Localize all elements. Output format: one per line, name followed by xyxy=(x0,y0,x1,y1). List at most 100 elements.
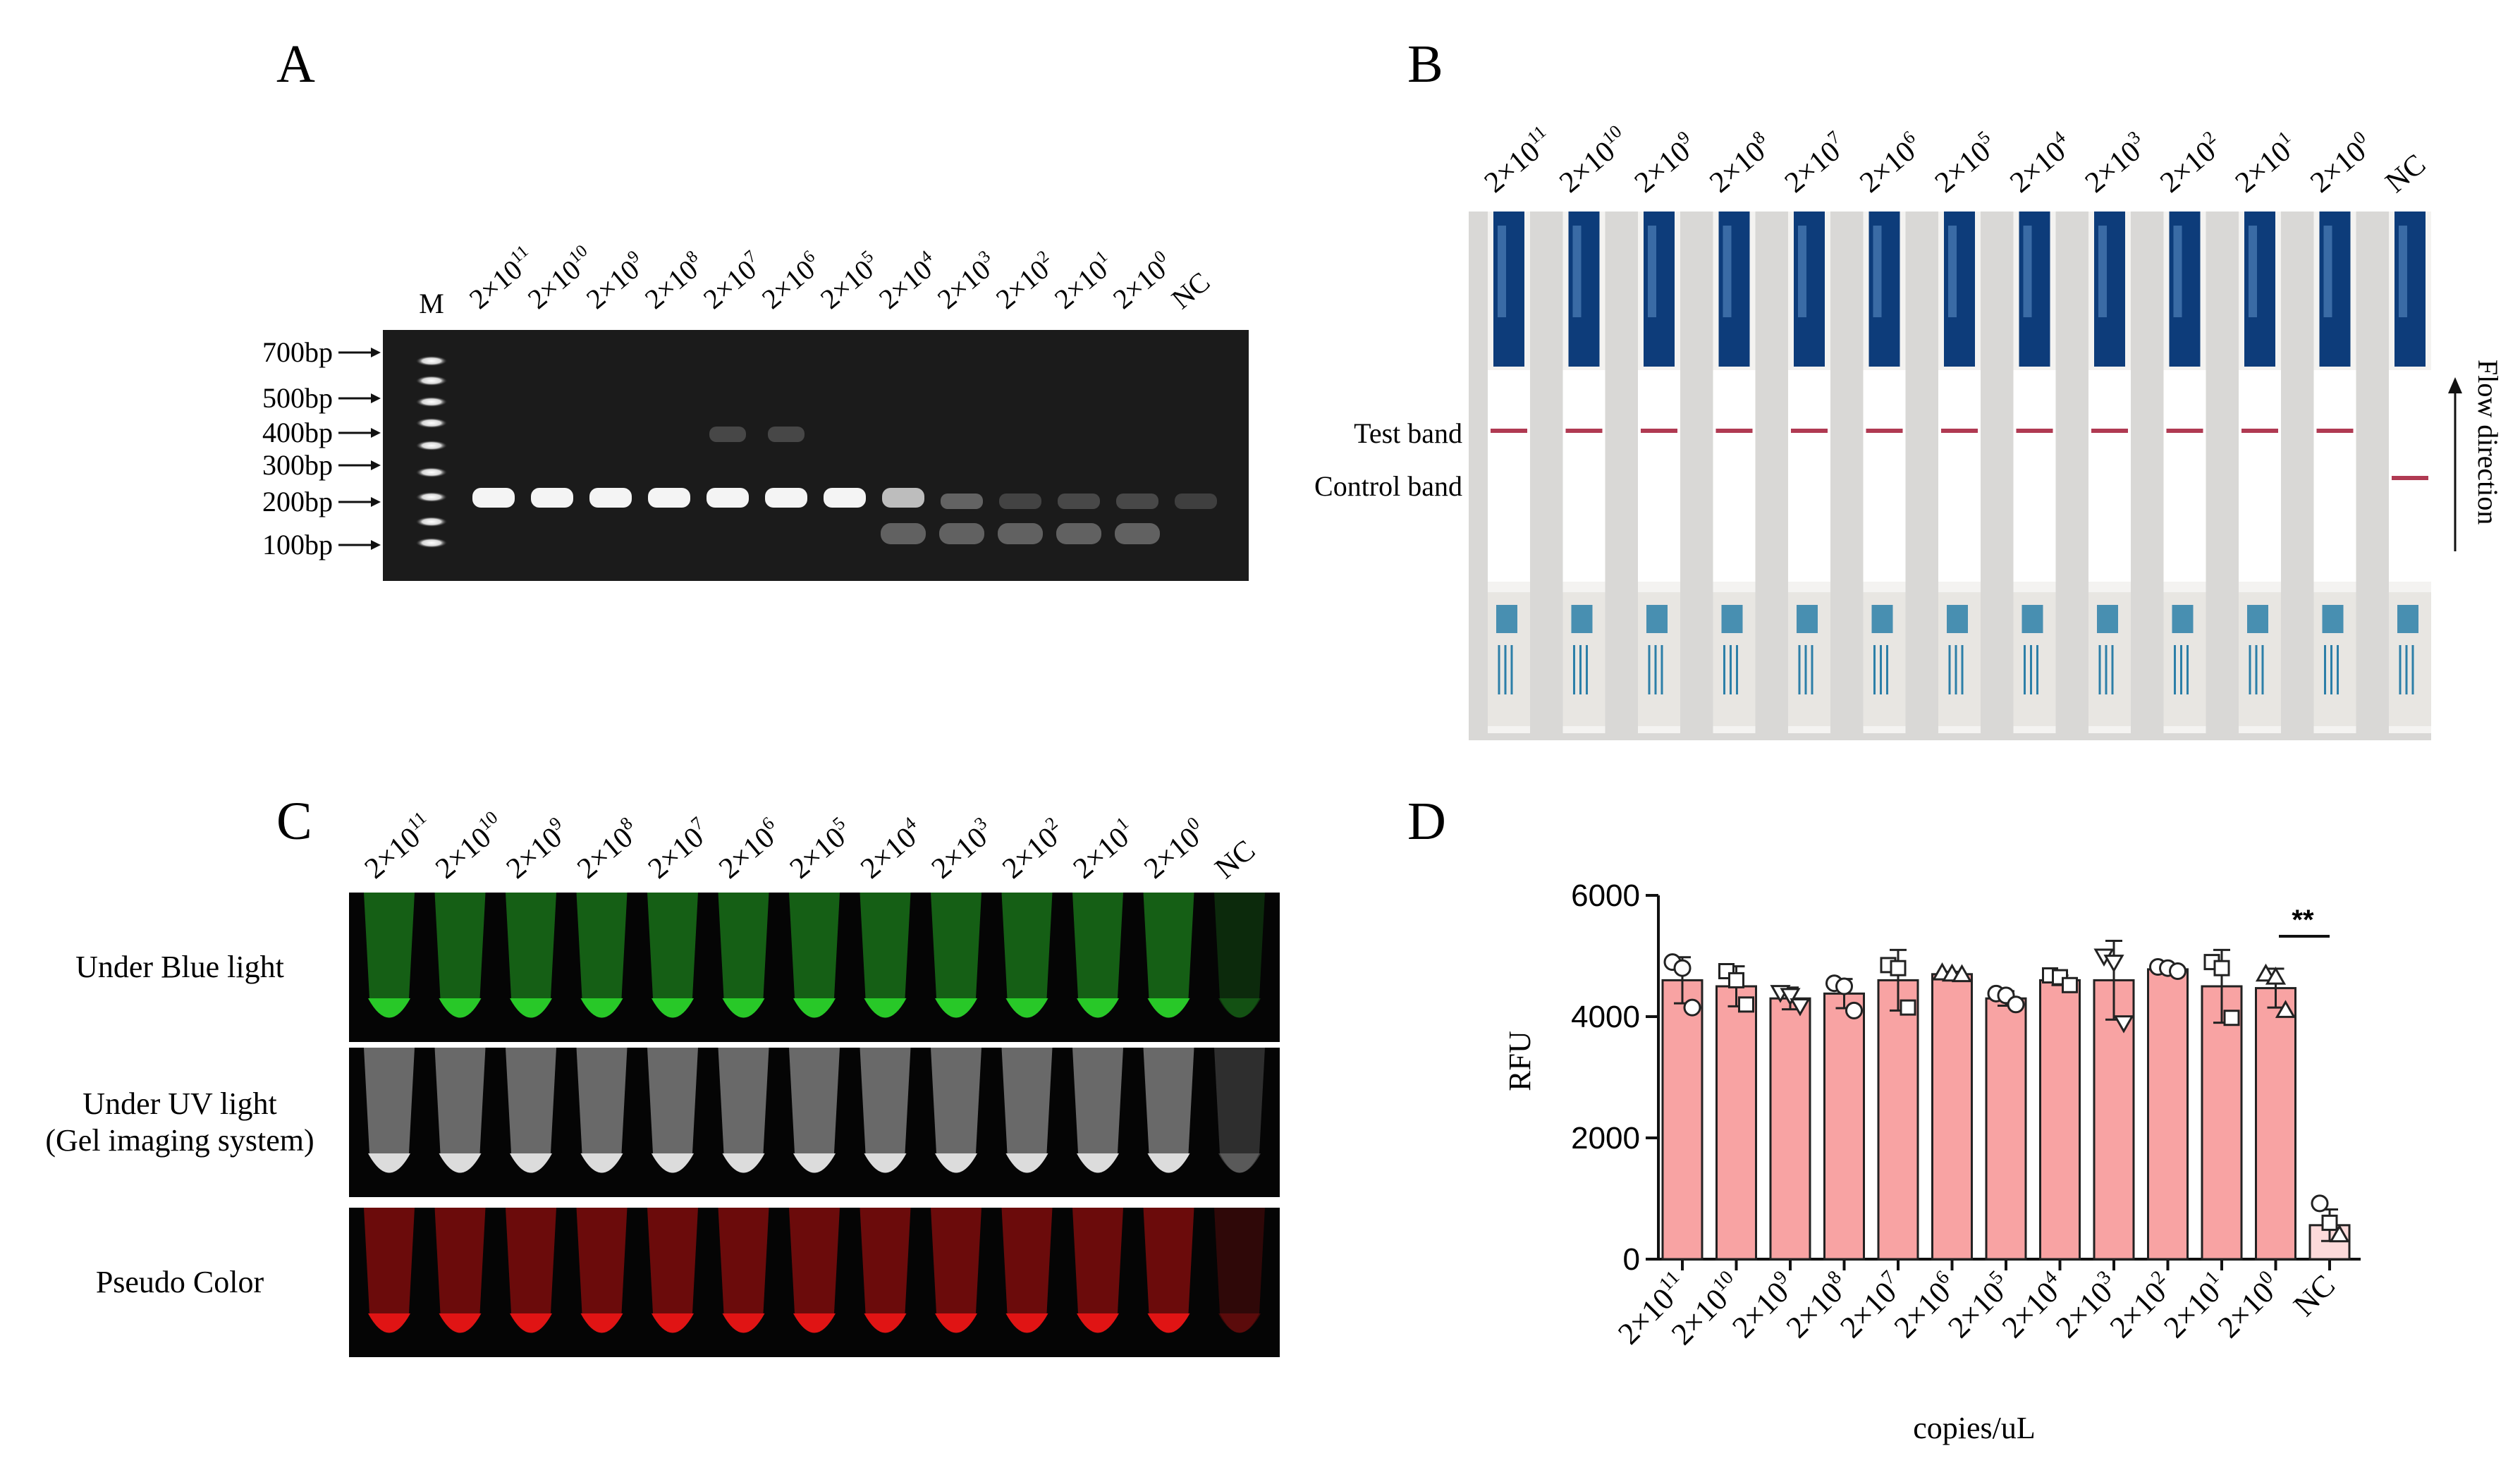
lateral-flow-strips xyxy=(1488,212,2431,733)
tube-liquid xyxy=(1147,1313,1190,1333)
strip-lane-label: 2×102 xyxy=(2152,127,2229,200)
control-band-label: Control band xyxy=(1314,470,1462,502)
gel-lane-label: 2×105 xyxy=(814,247,886,315)
tube-body xyxy=(860,1048,911,1173)
lateral-flow-strip xyxy=(2239,212,2281,733)
chart-x-tick-label: 2×107 xyxy=(1832,1266,1910,1344)
strip-window xyxy=(2088,370,2131,582)
chart-x-tick-label: 2×102 xyxy=(2102,1266,2180,1344)
tube-liquid xyxy=(652,998,694,1018)
gel-band-100bp xyxy=(1115,523,1160,544)
strip-test-line xyxy=(1641,429,1677,433)
tube-liquid xyxy=(368,1313,410,1333)
gel-ladder xyxy=(416,356,447,548)
tube-body xyxy=(1072,893,1123,1018)
strip-max-mark xyxy=(1571,605,1593,633)
chart-point xyxy=(1835,977,1853,995)
strip-test-line xyxy=(2316,429,2354,433)
tube-body xyxy=(789,1208,840,1333)
lateral-flow-strip xyxy=(2313,212,2356,733)
chart-x-tick-label: 2×103 xyxy=(2048,1266,2126,1344)
tube-body xyxy=(718,1208,769,1333)
tube-liquid xyxy=(864,1313,907,1333)
chart-x-tick-label: 2×100 xyxy=(2210,1266,2288,1344)
test-band-label: Test band xyxy=(1354,417,1462,449)
strip-window xyxy=(2013,370,2056,582)
strip-lane-label: 2×104 xyxy=(2002,127,2079,200)
chart-y-tick-label: 2000 xyxy=(1571,1121,1640,1156)
lateral-flow-strip xyxy=(1488,212,1530,733)
strip-window xyxy=(2163,370,2206,582)
tube-lane-label: 2×1011 xyxy=(357,807,440,885)
tube-liquid xyxy=(722,1153,765,1173)
tube-liquid xyxy=(935,1313,977,1333)
tube-body xyxy=(1072,1048,1123,1173)
ladder-size-label: 100bp xyxy=(262,529,333,560)
chart-point xyxy=(1738,996,1754,1013)
strip-window xyxy=(2313,370,2356,582)
gel-lane-label: 2×100 xyxy=(1106,247,1179,315)
tube-lane-label: 2×100 xyxy=(1136,813,1213,885)
tube-body xyxy=(1143,893,1194,1018)
gel-lane-label-base: NC xyxy=(1166,266,1216,315)
tube-row xyxy=(349,893,1280,1042)
strip-header-print xyxy=(2249,226,2257,317)
tube-liquid xyxy=(368,1153,410,1173)
chart-point xyxy=(2321,1214,2338,1231)
ladder-band xyxy=(416,376,447,386)
strip-lane-label: 2×101 xyxy=(2227,127,2304,200)
tube-body xyxy=(1143,1208,1194,1333)
strip-test-line xyxy=(2016,429,2053,433)
tube-body xyxy=(506,1208,556,1333)
tube-liquid xyxy=(793,1313,836,1333)
tube-liquid xyxy=(793,998,836,1018)
strip-window xyxy=(1863,370,1906,582)
lateral-flow-strip xyxy=(2163,212,2206,733)
ladder-arrowhead xyxy=(371,497,381,507)
tube-body xyxy=(1214,1048,1265,1173)
ladder-band xyxy=(416,538,447,548)
chart-x-tick-label: 2×108 xyxy=(1778,1266,1857,1344)
chart-points xyxy=(1663,948,2350,1243)
tube-liquid xyxy=(510,1313,552,1333)
gel-band-200bp xyxy=(1058,494,1100,509)
tube-body xyxy=(789,893,840,1018)
tube-lane-label: 2×103 xyxy=(924,813,1001,885)
tube-body xyxy=(931,1048,981,1173)
gel-band-faint xyxy=(709,427,746,442)
strip-header-print xyxy=(1572,226,1582,317)
tube-body xyxy=(647,1208,698,1333)
strip-max-mark xyxy=(2322,605,2344,633)
tube-row-label: Pseudo Color xyxy=(96,1265,264,1299)
strip-window xyxy=(1788,370,1830,582)
flow-direction-label: Flow direction xyxy=(2472,360,2504,525)
tube-row xyxy=(349,1048,1280,1197)
tube-body xyxy=(647,893,698,1018)
strip-max-mark xyxy=(1646,605,1668,633)
tube-body xyxy=(931,1208,981,1333)
tube-body xyxy=(1072,1208,1123,1333)
panel-d-letter: D xyxy=(1407,792,1446,851)
panel-b-letter: B xyxy=(1407,35,1443,94)
lateral-flow-strip xyxy=(1638,212,1680,733)
lateral-flow-strip xyxy=(1788,212,1830,733)
gel-band-200bp xyxy=(824,488,866,508)
panel-a-letter: A xyxy=(276,35,315,94)
chart-point xyxy=(1845,1001,1863,1019)
strip-header-print xyxy=(1498,226,1506,317)
gel-lane-label: 2×101 xyxy=(1048,247,1120,315)
strip-test-line xyxy=(2241,429,2278,433)
chart-x-tick-base: NC xyxy=(2287,1268,2342,1323)
tube-body xyxy=(506,893,556,1018)
gel-band-200bp xyxy=(472,488,515,508)
strip-test-line xyxy=(1866,429,1903,433)
gel-lane-label: 2×107 xyxy=(697,247,769,315)
strip-max-mark xyxy=(1871,605,1893,633)
tube-liquid xyxy=(1147,1153,1190,1173)
strip-max-mark xyxy=(2247,605,2268,633)
gel-band-200bp xyxy=(531,488,573,508)
chart-bar xyxy=(1931,973,1973,1261)
strip-max-mark xyxy=(1721,605,1743,633)
